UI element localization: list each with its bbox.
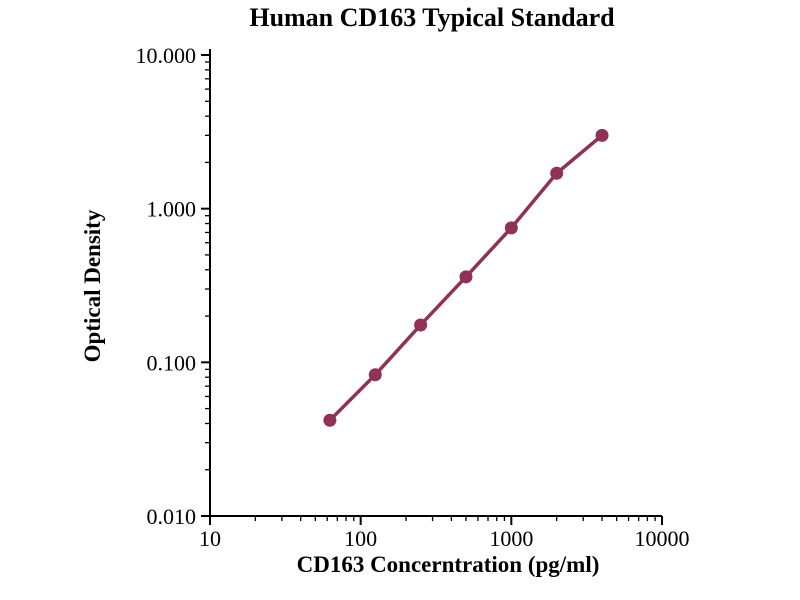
y-tick-label: 0.100 — [147, 350, 197, 375]
data-point — [323, 413, 337, 427]
x-tick-label: 1000 — [489, 526, 533, 551]
data-point — [504, 221, 518, 235]
data-point — [459, 270, 473, 284]
axes: 0.010 0.100 1.000 10.000 10 100 1000 10000 — [136, 43, 690, 551]
y-tick-label: 10.000 — [136, 43, 197, 68]
data-point — [550, 166, 564, 180]
x-tick-label: 10000 — [635, 526, 690, 551]
data-point — [368, 368, 382, 382]
x-tick-label: 100 — [344, 526, 377, 551]
x-tick-label: 10 — [199, 526, 221, 551]
data-point — [595, 128, 609, 142]
chart-title: Human CD163 Typical Standard — [249, 3, 615, 32]
y-tick-label: 0.010 — [147, 504, 197, 529]
y-tick-label: 1.000 — [147, 197, 197, 222]
x-axis-label: CD163 Concerntration (pg/ml) — [297, 552, 600, 577]
data-point — [414, 318, 428, 332]
data-series — [323, 128, 609, 427]
y-axis-label: Optical Density — [80, 209, 105, 362]
